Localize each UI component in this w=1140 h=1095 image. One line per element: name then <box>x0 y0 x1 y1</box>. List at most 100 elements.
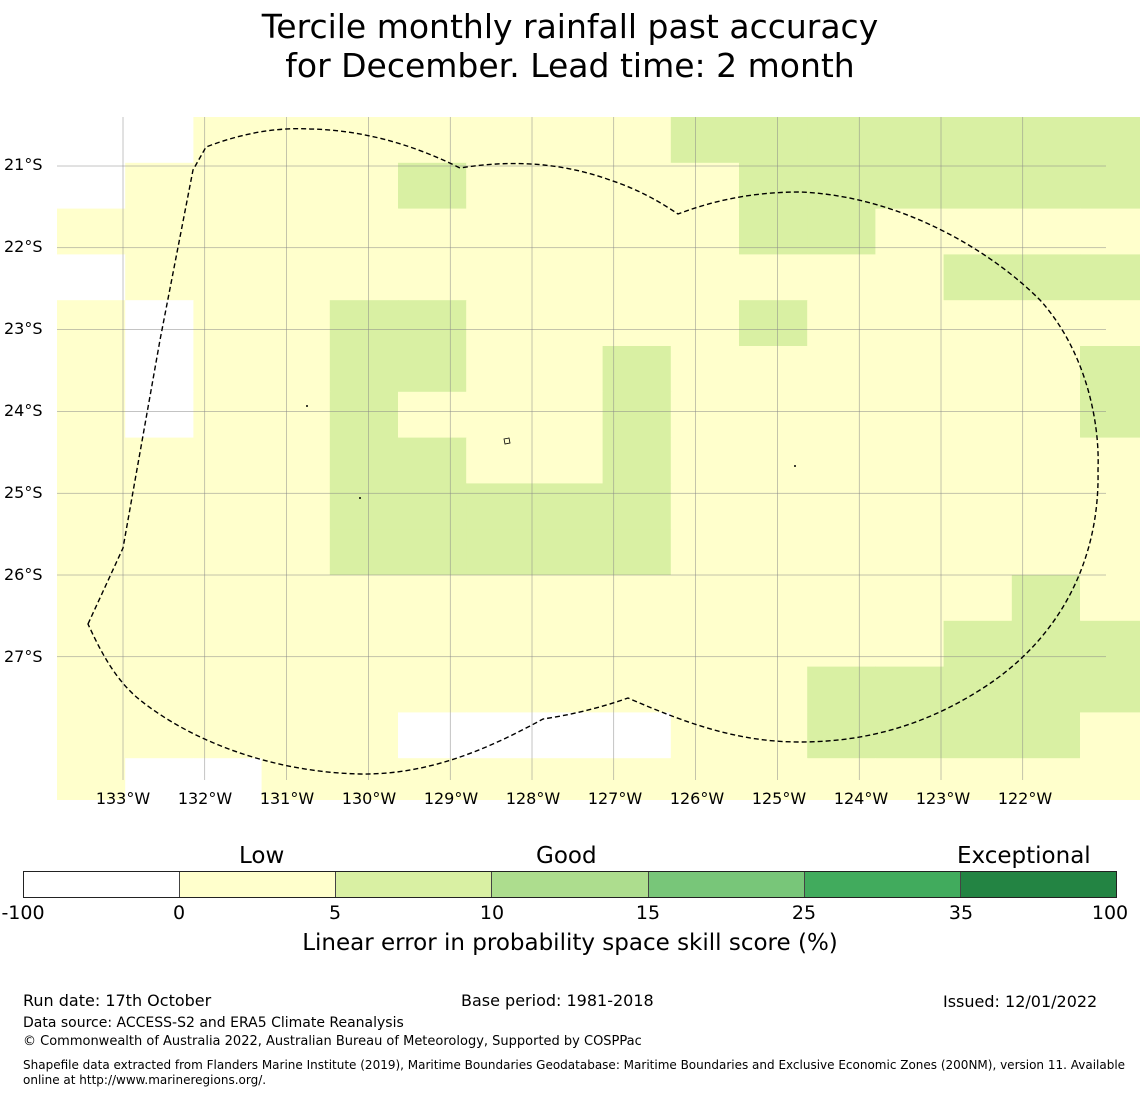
copyright: © Commonwealth of Australia 2022, Austra… <box>23 1034 642 1049</box>
grid-cell <box>193 620 263 668</box>
grid-cell <box>739 391 808 439</box>
grid-cell <box>1080 162 1140 210</box>
grid-cell <box>670 620 740 668</box>
grid-cell <box>57 437 126 484</box>
grid-cell <box>670 437 740 484</box>
island-dot <box>359 497 361 499</box>
grid-cell <box>193 162 263 210</box>
grid-cell <box>466 300 535 347</box>
grid-cell <box>739 483 808 530</box>
grid-cell <box>670 208 740 255</box>
lon-label-133w: 133°W <box>95 789 151 808</box>
grid-cell <box>466 391 535 439</box>
grid-cell <box>670 300 740 347</box>
grid-cell <box>739 758 808 800</box>
colorbar-tick: 5 <box>328 902 342 924</box>
grid-cell <box>1011 346 1081 393</box>
grid-cell <box>1080 208 1140 255</box>
grid-cell <box>57 254 126 301</box>
grid-cell <box>261 483 331 530</box>
grid-cell <box>1080 437 1140 484</box>
grid-cell <box>943 666 1013 713</box>
grid-cell <box>329 483 399 530</box>
grid-cell <box>261 758 331 800</box>
grid-cell <box>466 254 535 301</box>
grid-cell <box>1080 117 1140 164</box>
grid-cell <box>57 712 126 759</box>
grid-cell <box>261 529 331 576</box>
grid-cell <box>193 300 263 347</box>
grid-cell <box>807 666 876 713</box>
shapefile-credit-line2: online at http://www.marineregions.org/. <box>23 1073 267 1087</box>
grid-cell <box>125 391 194 439</box>
grid-cell <box>807 483 876 530</box>
grid-cell <box>57 620 126 668</box>
grid-cell <box>466 162 535 210</box>
grid-cell <box>466 483 535 530</box>
grid-cell <box>943 254 1013 301</box>
grid-cell <box>534 575 604 622</box>
colorbar-segment <box>180 872 337 897</box>
grid-cell <box>466 117 535 164</box>
eez-boundary <box>87 127 1099 775</box>
grid-cell <box>739 666 808 713</box>
grid-cell <box>329 529 399 576</box>
grid-cell <box>125 529 194 576</box>
grid-cell <box>261 391 331 439</box>
grid-cell <box>329 712 399 759</box>
grid-cell <box>943 758 1013 800</box>
grid-cell <box>670 712 740 759</box>
grid-cell <box>57 300 126 347</box>
grid-cell <box>125 437 194 484</box>
lon-label-130w: 130°W <box>341 789 397 808</box>
lat-label-21s: 21°S <box>4 155 43 174</box>
grid-cell <box>602 391 672 439</box>
grid-cell <box>125 346 194 393</box>
lat-label-23s: 23°S <box>4 319 43 338</box>
grid-cell <box>943 391 1013 439</box>
grid-cell <box>125 483 194 530</box>
grid-cell <box>602 300 672 347</box>
grid-cell <box>670 346 740 393</box>
grid-cell <box>875 437 945 484</box>
grid-cell <box>193 437 263 484</box>
grid-cell <box>261 712 331 759</box>
grid-cell <box>1011 483 1081 530</box>
grid-cell <box>1011 162 1081 210</box>
grid-cell <box>807 208 876 255</box>
grid-cell <box>807 712 876 759</box>
grid-cell <box>329 208 399 255</box>
grid-cell <box>602 208 672 255</box>
grid-cell <box>534 300 604 347</box>
grid-cell <box>670 666 740 713</box>
grid-cell <box>57 391 126 439</box>
grid-cell <box>398 117 467 164</box>
grid-cell <box>739 117 808 164</box>
grid-cell <box>534 117 604 164</box>
grid-cell <box>193 529 263 576</box>
lat-label-24s: 24°S <box>4 401 43 420</box>
grid-cell <box>261 208 331 255</box>
grid-cell <box>466 437 535 484</box>
grid-cell <box>329 346 399 393</box>
grid-cell <box>875 208 945 255</box>
grid-cell <box>329 391 399 439</box>
colorbar-segment <box>492 872 649 897</box>
grid-cell <box>398 620 467 668</box>
grid-cell <box>807 620 876 668</box>
grid-cell <box>329 437 399 484</box>
grid-cell <box>534 529 604 576</box>
grid-cell <box>875 162 945 210</box>
grid-cell <box>193 666 263 713</box>
island-dot <box>306 405 308 407</box>
grid-cell <box>125 300 194 347</box>
lon-label-124w: 124°W <box>833 789 889 808</box>
colorbar-tick: -100 <box>1 902 45 924</box>
lon-label-127w: 127°W <box>587 789 643 808</box>
grid-cell <box>1080 391 1140 439</box>
grid-cell <box>739 208 808 255</box>
colorbar-tick: 25 <box>791 902 817 924</box>
grid-cell <box>1080 529 1140 576</box>
lon-label-131w: 131°W <box>259 789 315 808</box>
colorbar-label: Linear error in probability space skill … <box>302 930 838 956</box>
